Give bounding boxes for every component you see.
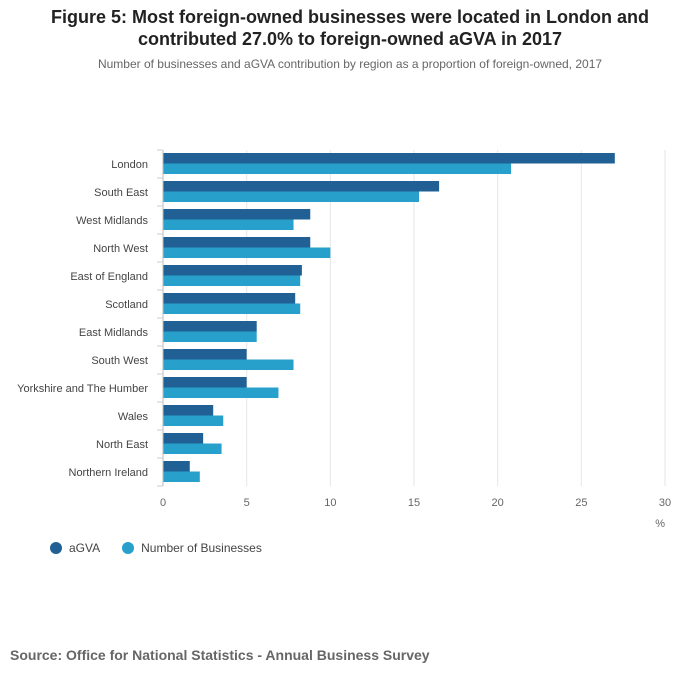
legend-item-agva[interactable]: aGVA (50, 541, 100, 555)
bar-agva-wales (163, 405, 214, 416)
bar-number-of-businesses-east-of-england (163, 275, 301, 286)
bar-agva-north-east (163, 433, 204, 444)
legend-label-agva: aGVA (69, 541, 101, 555)
bar-agva-east-of-england (163, 265, 302, 276)
bar-number-of-businesses-wales (163, 415, 224, 426)
bar-number-of-businesses-scotland (163, 303, 301, 314)
x-tick-label-30: 30 (659, 497, 671, 509)
category-label-wales: Wales (118, 411, 149, 423)
category-label-scotland: Scotland (105, 299, 148, 311)
bar-number-of-businesses-south-east (163, 191, 420, 202)
category-label-south-east: South East (94, 187, 148, 199)
bar-number-of-businesses-north-west (163, 247, 331, 258)
category-label-north-east: North East (96, 439, 148, 451)
gridlines (246, 150, 666, 486)
bar-agva-south-east (163, 181, 440, 192)
x-tick-label-10: 10 (324, 497, 336, 509)
category-label-east-of-england: East of England (70, 271, 148, 283)
legend-item-businesses[interactable]: Number of Businesses (122, 541, 262, 555)
bar-chart: 0 5 10 15 20 25 30% London South East West Midlan… (17, 149, 671, 530)
category-label-north-west: North West (93, 243, 148, 255)
bar-agva-northern-ireland (163, 461, 190, 472)
bar-number-of-businesses-south-west (163, 359, 294, 370)
bar-agva-east-midlands (163, 321, 257, 332)
bar-agva-west-midlands (163, 209, 311, 220)
category-label-east-midlands: East Midlands (79, 327, 149, 339)
bar-agva-london (163, 153, 615, 164)
legend: aGVA Number of Businesses (50, 541, 284, 555)
source-note: Source: Office for National Statistics -… (10, 647, 430, 663)
bar-number-of-businesses-london (163, 163, 512, 174)
bar-number-of-businesses-northern-ireland (163, 471, 200, 482)
bar-agva-south-west (163, 349, 247, 360)
x-tick-label-0: 0 (160, 497, 166, 509)
x-tick-label-15: 15 (408, 497, 420, 509)
chart-subtitle: Number of businesses and aGVA contributi… (97, 57, 603, 71)
bar-number-of-businesses-west-midlands (163, 219, 294, 230)
x-axis-label: % (655, 518, 665, 530)
chart-title: Figure 5: Most foreign-owned businesses … (50, 7, 650, 49)
legend-swatch-agva (50, 542, 62, 554)
x-tick-label-5: 5 (244, 497, 250, 509)
legend-swatch-businesses (122, 542, 135, 554)
bar-agva-scotland (163, 293, 296, 304)
bar-number-of-businesses-north-east (163, 443, 222, 454)
bar-number-of-businesses-yorkshire-and-the-humber (163, 387, 279, 398)
category-label-yorkshire-and-the-humber: Yorkshire and The Humber (17, 383, 148, 395)
bar-number-of-businesses-east-midlands (163, 331, 257, 342)
category-label-northern-ireland: Northern Ireland (69, 467, 149, 479)
x-tick-label-25: 25 (575, 497, 587, 509)
axes: 0 5 10 15 20 25 30% London South East West Midlan… (17, 149, 671, 530)
bar-agva-north-west (163, 237, 311, 248)
bar-agva-yorkshire-and-the-humber (163, 377, 247, 388)
bars (163, 153, 615, 482)
x-tick-label-20: 20 (492, 497, 504, 509)
category-label-west-midlands: West Midlands (76, 215, 148, 227)
category-label-london: London (111, 159, 148, 171)
legend-label-businesses: Number of Businesses (141, 541, 262, 555)
category-label-south-west: South West (91, 355, 148, 367)
